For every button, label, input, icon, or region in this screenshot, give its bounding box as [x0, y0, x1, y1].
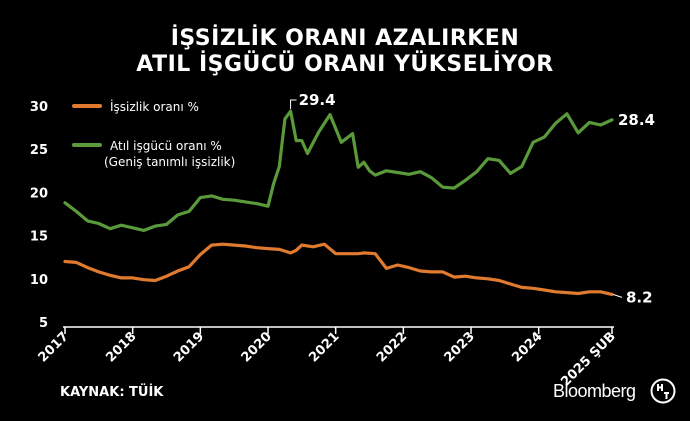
- source-note: KAYNAK: TÜİK: [60, 385, 164, 400]
- unemployment-end-leader-line: [612, 293, 623, 298]
- legend-label-slack: Atıl işgücü oranı %: [110, 139, 222, 153]
- bloomberg-logo: Bloomberg: [553, 381, 636, 401]
- x-tick-label: 2020: [239, 329, 275, 365]
- x-tick-label: 2017: [36, 329, 72, 365]
- slack-end-value-label: 28.4: [618, 111, 655, 129]
- peak-value-label: 29.4: [299, 91, 336, 109]
- x-tick-label: 2018: [103, 329, 139, 365]
- chart-annotations: 29.4 28.4 8.2: [290, 91, 655, 306]
- y-tick-label: 20: [30, 186, 48, 201]
- y-tick-label: 15: [30, 230, 48, 245]
- series-line-unemployment: [63, 242, 614, 296]
- chart-legend: İşsizlik oranı % Atıl işgücü oranı % (Ge…: [72, 99, 235, 169]
- unemployment-end-value-label: 8.2: [626, 288, 653, 306]
- legend-label-slack-subtitle: (Geniş tanımlı işsizlik): [104, 155, 235, 169]
- chart-title-line2: ATIL İŞGÜCÜ ORANI YÜKSELİYOR: [136, 52, 554, 77]
- y-tick-label: 25: [30, 143, 48, 158]
- series-line-slack: [63, 109, 614, 232]
- peak-leader-line: [290, 99, 297, 110]
- chart-title-line1: İŞSİZLİK ORANI AZALIRKEN: [170, 26, 520, 51]
- x-tick-label: 2021: [306, 329, 342, 365]
- series-layer: [63, 109, 614, 296]
- x-tick-label: 2024: [509, 329, 545, 365]
- ht-logo-icon: [650, 378, 676, 404]
- x-tick-label: 2023: [442, 329, 478, 365]
- y-tick-label: 10: [30, 273, 48, 288]
- x-tick-label: 2019: [171, 329, 207, 365]
- y-tick-label: 5: [39, 316, 48, 331]
- y-tick-label: 30: [30, 100, 48, 115]
- x-tick-label: 2022: [374, 329, 410, 365]
- legend-label-unemployment: İşsizlik oranı %: [110, 99, 199, 114]
